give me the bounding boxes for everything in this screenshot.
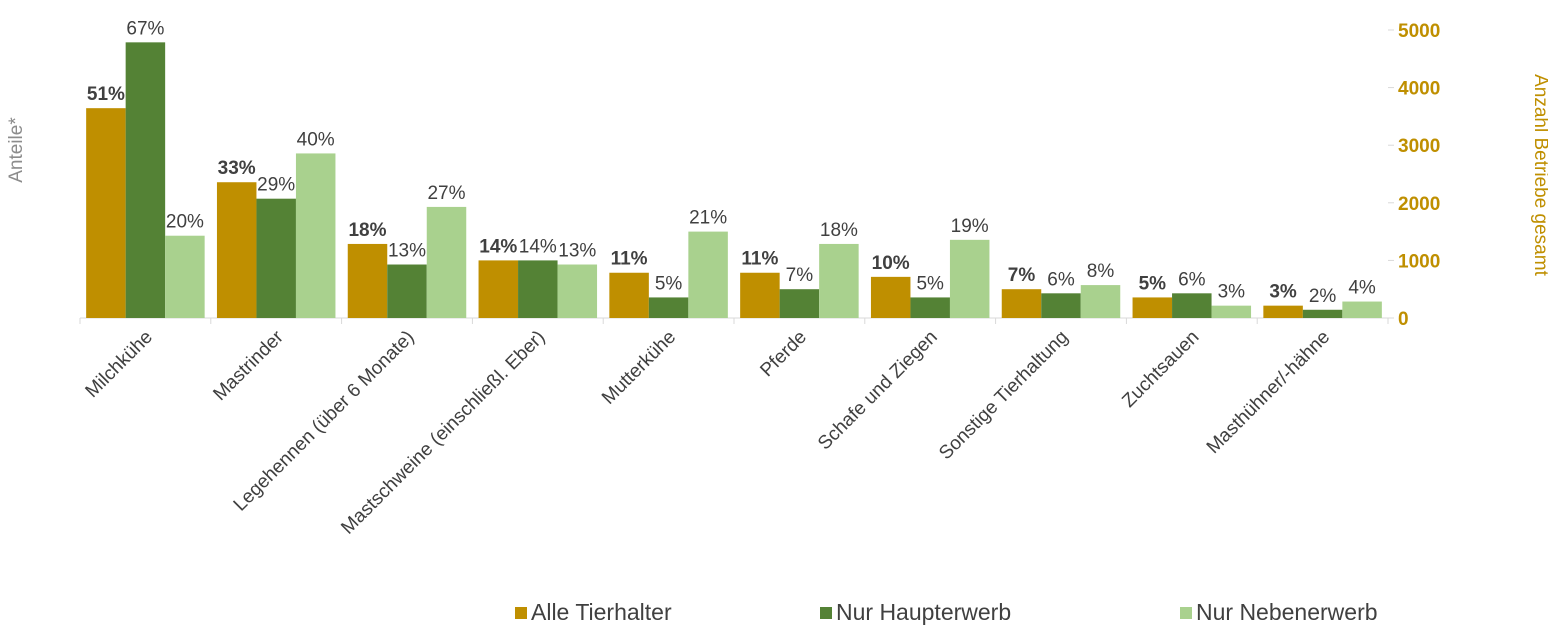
bar [1211, 305, 1252, 318]
x-tick-label: Masthühner/-hähne [1203, 327, 1334, 458]
x-tick-label: Schafe und Ziegen [814, 327, 942, 455]
bar [426, 206, 467, 318]
bar [1001, 289, 1042, 318]
bar [740, 272, 780, 318]
value-label: 7% [786, 265, 814, 286]
bar [819, 243, 859, 318]
value-label: 3% [1218, 282, 1246, 303]
x-tick-label: Mastschweine (einschließl. Eber) [337, 327, 549, 539]
x-tick-label: Milchkühe [82, 327, 157, 402]
legend-swatch [820, 607, 832, 619]
value-label: 8% [1087, 261, 1115, 282]
bar [216, 182, 257, 318]
y2-axis-label: Anzahl Betriebe gesamt [1530, 74, 1548, 276]
y-axis-label: Anteile* [6, 117, 27, 183]
bar [1080, 285, 1121, 318]
bar [347, 243, 388, 318]
value-label: 4% [1348, 278, 1376, 299]
value-label: 5% [1139, 273, 1167, 294]
x-tick-label: Mutterkühe [598, 327, 680, 409]
bar [949, 239, 990, 318]
x-tick-label: Pferde [756, 327, 810, 381]
value-label: 2% [1309, 286, 1337, 307]
bar [478, 260, 519, 318]
value-label: 10% [872, 253, 910, 274]
value-label: 5% [916, 273, 944, 294]
value-label: 5% [655, 273, 683, 294]
bar [518, 260, 558, 318]
bar [779, 289, 820, 318]
value-label: 29% [257, 175, 295, 196]
value-label: 11% [611, 249, 648, 270]
y2-tick-label: 1000 [1398, 251, 1440, 272]
value-label: 3% [1269, 282, 1297, 303]
value-label: 51% [87, 84, 125, 105]
bar [256, 198, 296, 318]
y2-tick-label: 3000 [1398, 136, 1440, 157]
x-tick-label: Mastrinder [209, 326, 288, 405]
bar [557, 264, 598, 318]
bar [648, 297, 689, 318]
y2-tick-label: 4000 [1398, 79, 1440, 100]
x-tick-label: Zuchtsauen [1118, 327, 1203, 412]
bar [870, 276, 911, 318]
bar [1041, 293, 1081, 318]
bar [387, 264, 427, 318]
bar [125, 42, 166, 318]
legend-label: Alle Tierhalter [531, 599, 672, 625]
bar [86, 108, 126, 319]
value-label: 13% [388, 241, 426, 262]
value-label: 19% [951, 216, 989, 237]
bar [165, 235, 205, 318]
value-label: 18% [820, 220, 858, 241]
bar [609, 272, 649, 318]
bar [1172, 293, 1212, 318]
value-label: 27% [427, 183, 465, 204]
value-label: 40% [297, 129, 335, 150]
value-label: 21% [689, 208, 727, 229]
bar [1302, 309, 1343, 318]
y2-tick-label: 0 [1398, 309, 1409, 330]
legend-swatch [1180, 607, 1192, 619]
bar [1342, 301, 1382, 318]
value-label: 6% [1047, 269, 1075, 290]
legend-label: Nur Haupterwerb [836, 599, 1011, 625]
value-label: 33% [218, 158, 256, 179]
value-label: 13% [558, 241, 596, 262]
value-label: 20% [166, 212, 204, 233]
bar [688, 231, 728, 318]
value-label: 67% [126, 18, 164, 39]
x-tick-label: Sonstige Tierhaltung [935, 327, 1072, 464]
value-label: 14% [479, 236, 517, 257]
bar [1132, 297, 1173, 318]
bar [910, 297, 950, 318]
value-label: 14% [519, 236, 557, 257]
bar [1263, 305, 1303, 318]
value-label: 11% [741, 249, 778, 270]
value-label: 6% [1178, 269, 1206, 290]
legend-swatch [515, 607, 527, 619]
y2-tick-label: 5000 [1398, 21, 1440, 42]
legend-label: Nur Nebenerwerb [1196, 599, 1378, 625]
value-label: 7% [1008, 265, 1036, 286]
value-label: 18% [348, 220, 386, 241]
bar [295, 153, 336, 318]
y2-tick-label: 2000 [1398, 194, 1440, 215]
